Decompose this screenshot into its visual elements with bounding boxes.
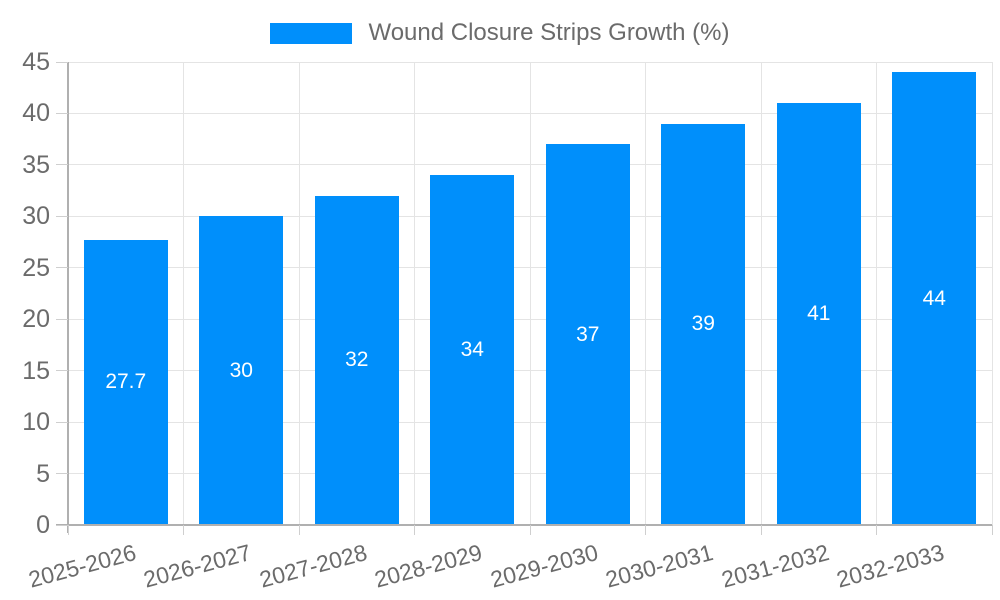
gridline-vertical xyxy=(645,62,646,525)
y-tick-label: 45 xyxy=(22,48,50,76)
bar-value-label: 39 xyxy=(691,312,715,336)
gridline-vertical xyxy=(414,62,415,525)
y-tick-label: 30 xyxy=(22,202,50,231)
bar-value-label: 27.7 xyxy=(105,370,147,394)
y-tick-mark xyxy=(56,370,68,372)
y-tick-label: 40 xyxy=(22,99,50,128)
y-tick-mark xyxy=(56,215,68,217)
bar-value-label: 37 xyxy=(576,322,600,346)
y-tick-label: 25 xyxy=(22,253,50,282)
bar-value-label: 44 xyxy=(922,286,946,310)
bar[interactable] xyxy=(776,103,861,525)
y-tick-mark xyxy=(56,164,68,166)
bar[interactable] xyxy=(199,216,284,525)
y-tick-label: 0 xyxy=(36,511,50,539)
gridline-vertical xyxy=(876,62,877,525)
bar[interactable] xyxy=(545,144,630,525)
y-tick-mark xyxy=(56,318,68,320)
y-tick-mark xyxy=(56,267,68,269)
y-tick-mark xyxy=(56,524,68,526)
x-tick-mark xyxy=(760,525,762,535)
bar[interactable] xyxy=(892,72,977,525)
gridline-vertical xyxy=(298,62,300,525)
x-tick-mark xyxy=(991,525,993,535)
legend-marker-swatch xyxy=(270,22,353,44)
gridline-vertical xyxy=(760,62,762,525)
y-tick-label: 20 xyxy=(22,305,50,334)
bar[interactable] xyxy=(430,175,515,525)
x-tick-mark xyxy=(67,525,69,535)
x-tick-mark xyxy=(645,525,646,535)
x-tick-mark xyxy=(876,525,877,535)
bar-value-label: 32 xyxy=(345,348,369,372)
x-axis-line xyxy=(56,524,992,526)
x-tick-mark xyxy=(298,525,300,535)
gridline-vertical xyxy=(991,62,993,525)
y-tick-mark xyxy=(56,473,68,475)
legend-label: Wound Closure Strips Growth (%) xyxy=(368,19,730,46)
gridline-vertical xyxy=(183,62,184,525)
bar[interactable] xyxy=(314,195,399,525)
plot-area: 27.7 30 32 34 37 39 41 44 xyxy=(68,61,993,525)
x-tick-mark xyxy=(529,525,531,535)
y-tick-label: 5 xyxy=(36,459,50,488)
legend-item[interactable]: Wound Closure Strips Growth (%) xyxy=(0,18,1000,48)
y-tick-label: 35 xyxy=(22,150,50,179)
y-tick-mark xyxy=(56,61,68,63)
y-tick-label: 10 xyxy=(22,408,50,437)
bar-value-label: 34 xyxy=(460,338,484,362)
y-tick-mark xyxy=(56,112,68,114)
y-tick-mark xyxy=(56,421,68,423)
bar[interactable] xyxy=(83,239,168,525)
x-tick-mark xyxy=(414,525,415,535)
bar-value-label: 30 xyxy=(229,358,253,382)
bar[interactable] xyxy=(661,123,746,525)
y-axis-line xyxy=(67,62,69,533)
y-tick-label: 15 xyxy=(22,356,50,385)
bar-value-label: 41 xyxy=(807,302,831,326)
gridline-vertical xyxy=(529,62,531,525)
x-tick-mark xyxy=(183,525,184,535)
